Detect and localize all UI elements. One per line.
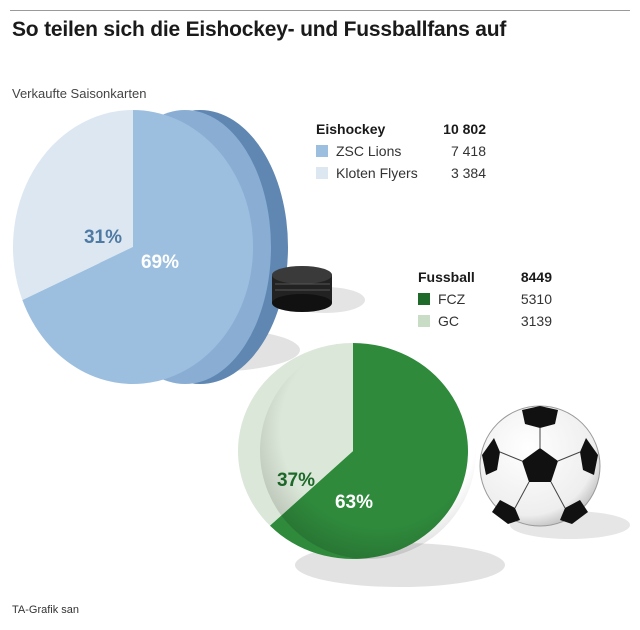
hockey-legend: Eishockey 10 802 ZSC Lions 7 418 Kloten … [316, 118, 486, 184]
legend-row-zsc: ZSC Lions 7 418 [316, 140, 486, 162]
legend-label: ZSC Lions [336, 143, 402, 159]
legend-swatch [316, 167, 328, 179]
legend-row-kloten: Kloten Flyers 3 384 [316, 162, 486, 184]
top-rule [10, 10, 630, 11]
pie-slice [22, 110, 254, 384]
legend-swatch [418, 315, 430, 327]
legend-label: GC [438, 313, 459, 329]
legend-swatch [418, 293, 430, 305]
legend-value: 3 384 [450, 165, 486, 181]
hockey-legend-title: Eishockey [316, 121, 386, 137]
football-legend-total: 8449 [520, 269, 552, 285]
legend-value: 7 418 [450, 143, 486, 159]
pie-percent-label: 31% [84, 227, 122, 248]
chart-subtitle: Verkaufte Saisonkarten [12, 86, 147, 101]
chart-title: So teilen sich die Eishockey- und Fussba… [12, 18, 507, 41]
football-legend: Fussball 8449 FCZ 5310 GC 3139 [418, 266, 552, 332]
hockey-legend-total: 10 802 [443, 121, 486, 137]
legend-swatch [316, 145, 328, 157]
hockey-pie: 69% 31% [12, 110, 254, 384]
soccer-ball-icon [479, 405, 601, 527]
legend-row-gc: GC 3139 [418, 310, 552, 332]
legend-row-fcz: FCZ 5310 [418, 288, 552, 310]
pie-slice [12, 110, 134, 301]
hockey-legend-header: Eishockey 10 802 [316, 118, 486, 140]
legend-label: FCZ [438, 291, 466, 307]
football-legend-title: Fussball [418, 269, 475, 285]
legend-value: 3139 [520, 313, 552, 329]
source-credit: TA-Grafik san [12, 604, 80, 616]
football-legend-header: Fussball 8449 [418, 266, 552, 288]
hockey-puck-icon [272, 266, 332, 312]
pie-percent-label: 69% [141, 252, 179, 273]
football-pie-shading [260, 343, 476, 559]
legend-value: 5310 [520, 291, 552, 307]
legend-label: Kloten Flyers [336, 165, 418, 181]
